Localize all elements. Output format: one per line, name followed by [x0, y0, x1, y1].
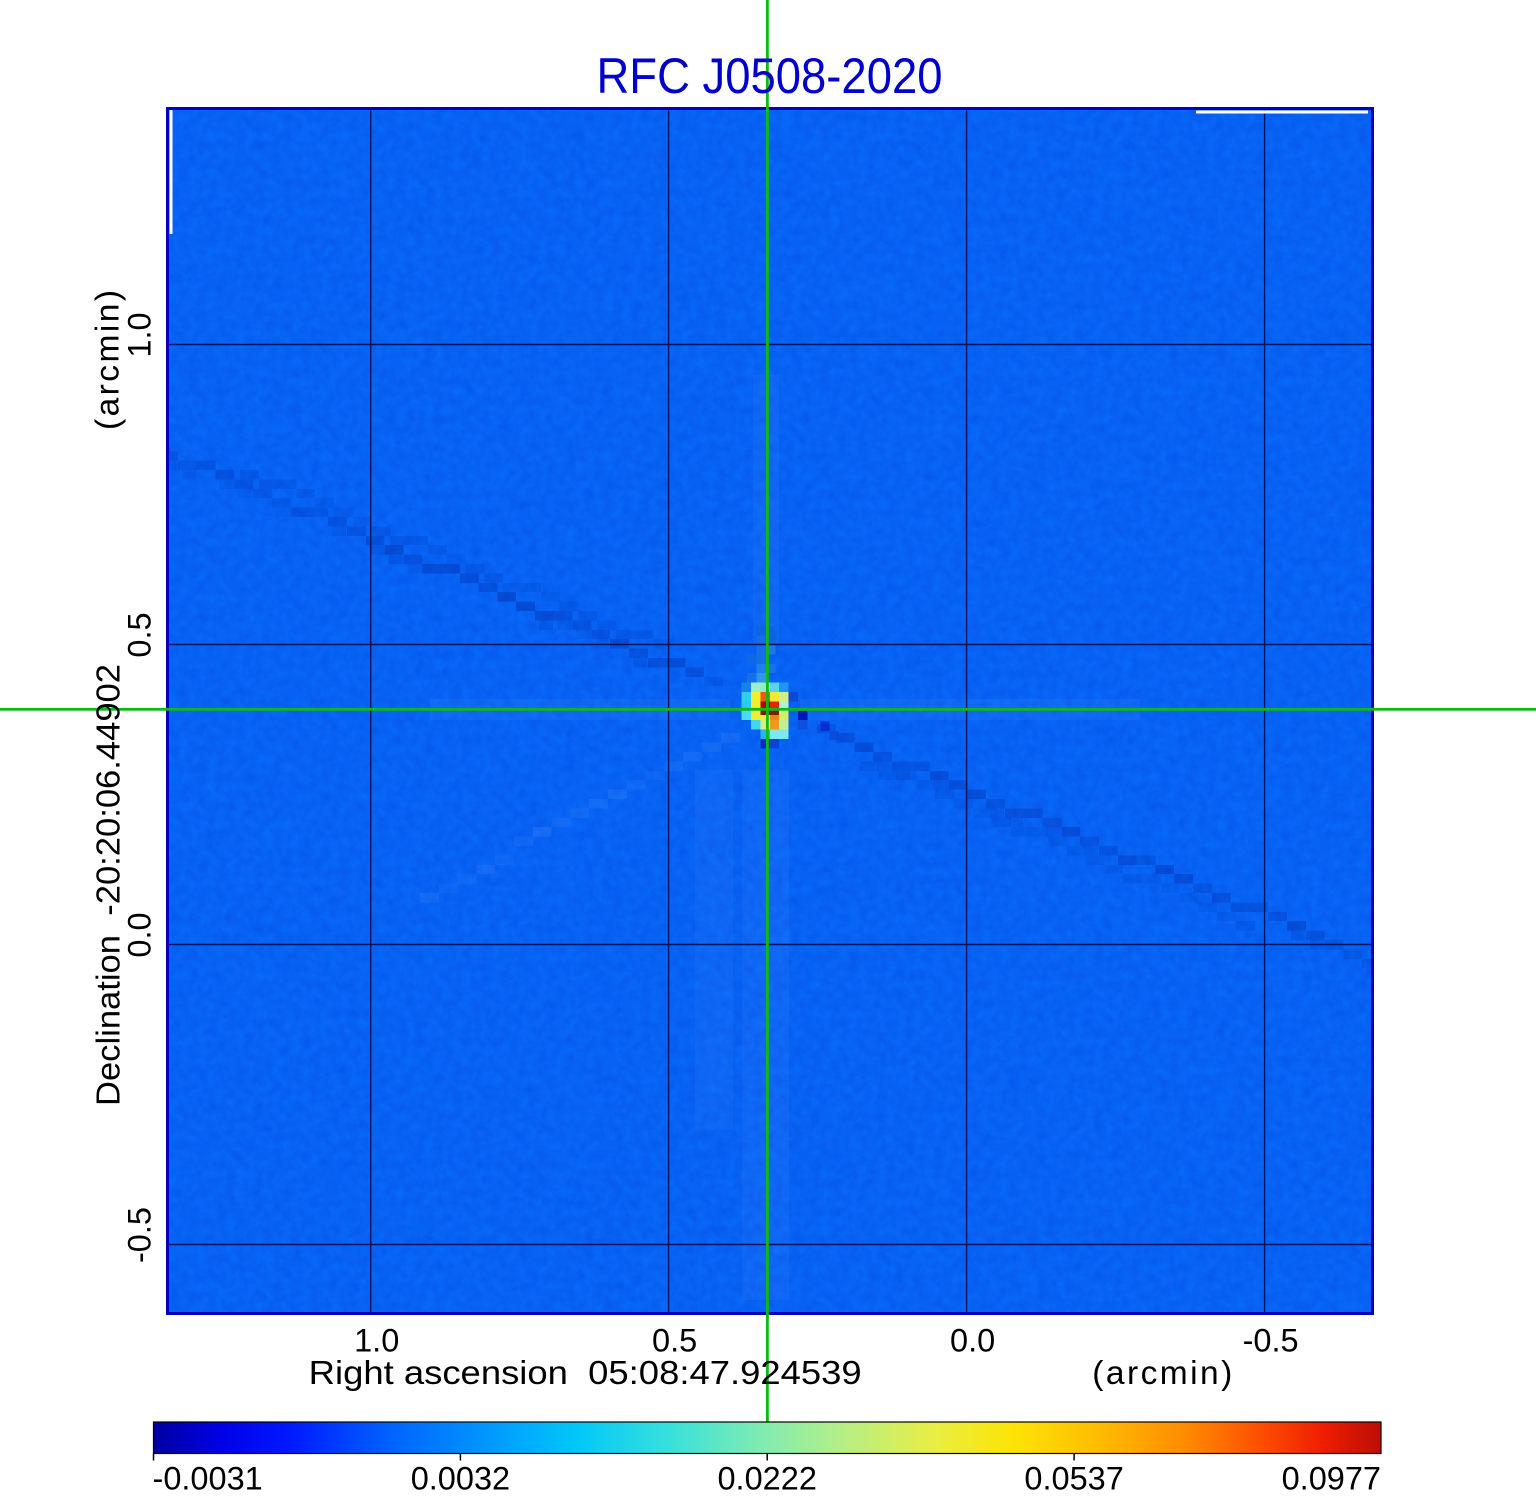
svg-text:(arcmin): (arcmin) [90, 290, 127, 430]
svg-text:0.5: 0.5 [652, 1323, 697, 1359]
svg-text:-0.0031: -0.0031 [153, 1461, 263, 1497]
svg-text:0.0222: 0.0222 [717, 1461, 816, 1497]
svg-text:0.0537: 0.0537 [1024, 1461, 1123, 1497]
svg-text:-0.5: -0.5 [1243, 1323, 1299, 1359]
svg-text:Right ascension 05:08:47.9245: Right ascension 05:08:47.924539 [309, 1355, 862, 1392]
svg-text:Declination -20:20:06.44902: Declination -20:20:06.44902 [91, 664, 128, 1106]
svg-text:0.5: 0.5 [122, 612, 158, 657]
svg-text:RFC J0508-2020: RFC J0508-2020 [597, 48, 943, 104]
svg-text:-0.5: -0.5 [122, 1207, 158, 1263]
svg-text:1.0: 1.0 [122, 312, 158, 357]
svg-text:0.0977: 0.0977 [1282, 1461, 1381, 1497]
svg-text:1.0: 1.0 [354, 1323, 399, 1359]
svg-text:0.0: 0.0 [122, 912, 158, 957]
svg-text:(arcmin): (arcmin) [1092, 1355, 1232, 1392]
svg-text:0.0: 0.0 [950, 1323, 995, 1359]
svg-text:0.0032: 0.0032 [411, 1461, 510, 1497]
